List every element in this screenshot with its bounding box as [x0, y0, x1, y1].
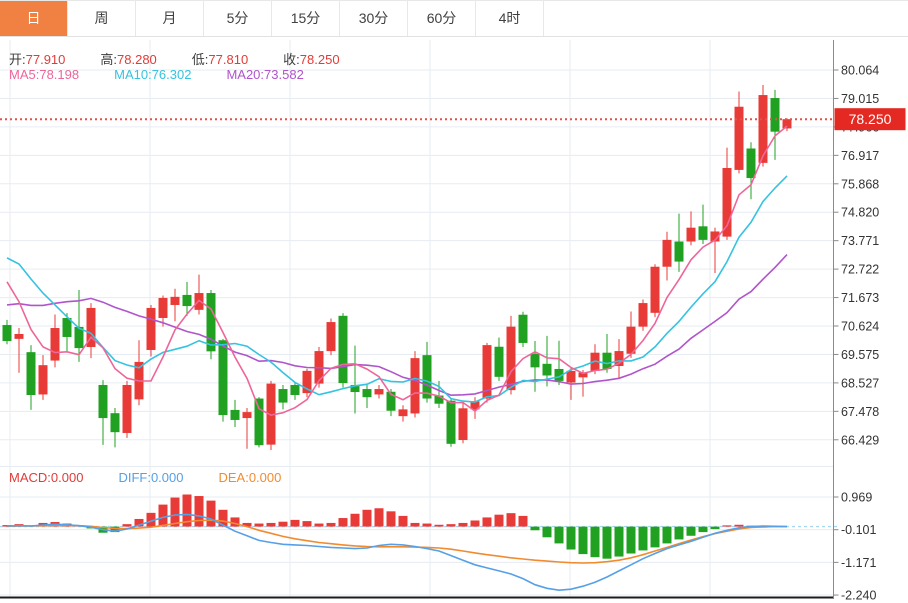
axis-tick-label: 80.064: [841, 64, 879, 78]
ma-readout: MA5:78.198 MA10:76.302 MA20:73.582: [9, 67, 339, 82]
readout-label: MACD:: [9, 470, 51, 485]
ma-row-item: MA10:76.302: [114, 67, 206, 82]
ohlc-row-item: 低:77.810: [192, 52, 263, 67]
readout-value: 0.000: [150, 470, 184, 485]
tab-60min[interactable]: 60分: [408, 1, 476, 36]
macd-row-item: MACD:0.000: [9, 470, 98, 485]
axis-tick-label: 79.015: [841, 92, 879, 106]
readout-value: 78.280: [117, 52, 157, 67]
readout-value: 77.910: [25, 52, 66, 67]
tab-4hour[interactable]: 4时: [476, 1, 544, 36]
readout-label: MA10:: [114, 67, 152, 82]
axis-tick-label: 75.868: [841, 177, 879, 191]
ohlc-readout: 开:77.910 高:78.280 低:77.810 收:78.250: [9, 49, 375, 68]
ohlc-row-item: 收:78.250: [283, 52, 354, 67]
readout-label: 开:: [9, 52, 26, 67]
axis-tick-label: 69.575: [841, 348, 879, 362]
readout-value: 76.302: [151, 67, 192, 82]
ma-row-item: MA20:73.582: [226, 67, 318, 82]
axis-tick-label: -0.101: [841, 523, 876, 537]
candles: [2, 85, 792, 451]
readout-label: 收:: [283, 52, 300, 67]
ohlc-row-item: 高:78.280: [100, 52, 171, 67]
axis-tick-label: 0.969: [841, 490, 872, 504]
readout-value: 77.810: [208, 52, 249, 67]
readout-label: MA20:: [226, 67, 265, 82]
readout-value: 78.250: [299, 52, 340, 67]
axis-tick-label: 72.722: [841, 263, 879, 277]
interval-tabbar: 日周月 5分 15分 30分 60分 4时: [0, 0, 908, 37]
axis-tick-label: 70.624: [841, 320, 879, 334]
readout-value: 0.000: [50, 470, 84, 485]
macd-panel: [0, 494, 840, 599]
readout-value: 78.198: [39, 67, 80, 82]
tab-month[interactable]: 月: [136, 1, 204, 36]
ma5-line: [6, 125, 788, 417]
gridlines: [0, 40, 833, 597]
current-price-badge: 78.250: [834, 108, 906, 131]
tab-day[interactable]: 日: [0, 1, 68, 36]
ma-row-item: MA5:78.198: [9, 67, 94, 82]
axis-tick-label: 66.429: [841, 433, 879, 447]
tab-15min[interactable]: 15分: [272, 1, 340, 36]
readout-label: DIFF:: [118, 470, 151, 485]
macd-row-item: DIFF:0.000: [118, 470, 198, 485]
macd-histogram: [2, 494, 780, 559]
tab-30min[interactable]: 30分: [340, 1, 408, 36]
diff-line: [6, 513, 788, 592]
axis-tick-label: 76.917: [841, 149, 879, 163]
axis-tick-label: 68.527: [841, 376, 879, 390]
axis-tick-label: 73.771: [841, 234, 879, 248]
readout-label: 高:: [100, 52, 118, 67]
readout-label: DEA:: [218, 470, 249, 485]
readout-label: 低:: [191, 52, 209, 67]
tab-5min[interactable]: 5分: [204, 1, 272, 36]
candlestick-panel: [0, 85, 833, 451]
ohlc-row-item: 开:77.910: [9, 52, 80, 67]
tab-week[interactable]: 周: [68, 1, 136, 36]
axis-tick-label: 67.478: [841, 405, 879, 419]
axis-tick-label: -2.240: [841, 589, 876, 603]
current-price-value: 78.250: [849, 111, 892, 127]
dea-line: [6, 519, 787, 564]
ma20-line: [6, 254, 788, 397]
readout-label: MA5:: [9, 67, 40, 82]
ma10-line: [6, 175, 788, 403]
macd-row-item: DEA:0.000: [218, 470, 296, 485]
axis-tick-label: 71.673: [841, 291, 879, 305]
macd-readout: MACD:0.000 DIFF:0.000 DEA:0.000: [9, 470, 316, 485]
readout-value: 73.582: [264, 67, 304, 82]
readout-value: 0.000: [248, 470, 282, 485]
axis-tick-label: -1.171: [841, 556, 876, 570]
axis-tick-label: 74.820: [841, 206, 879, 220]
